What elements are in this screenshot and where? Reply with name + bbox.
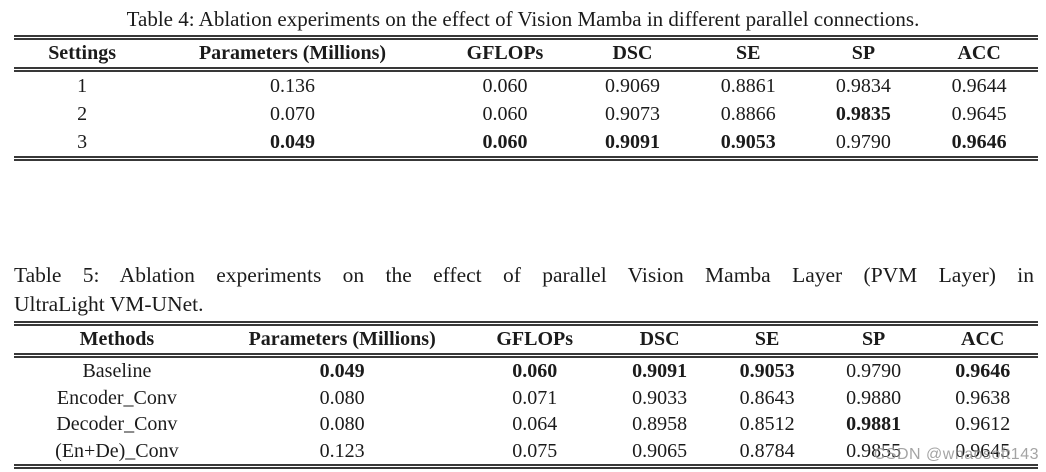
table-cell: 0.9880 — [846, 386, 902, 409]
table4-caption: Table 4: Ablation experiments on the eff… — [126, 7, 920, 31]
table-cell: 0.9612 — [955, 413, 1011, 435]
table4-header-4: SE — [735, 42, 761, 64]
table-cell: 0.8958 — [632, 413, 688, 435]
table4-header-2: GFLOPs — [466, 42, 544, 64]
table5-caption: Table 5: Ablation experiments on the eff… — [14, 261, 1034, 319]
table-cell: 0.060 — [482, 75, 528, 97]
table-row: Decoder_Conv 0.080 0.064 0.8958 0.8512 0.9881… — [14, 411, 1038, 438]
table5-header-1: Parameters (Millions) — [248, 328, 436, 350]
table-cell: 0.8512 — [739, 413, 795, 435]
table-row: Encoder_Conv 0.080 0.071 0.9033 0.8643 0.9880… — [14, 385, 1038, 412]
table-cell: 0.080 — [319, 386, 365, 409]
watermark: CSDN @whaosoft143 — [873, 446, 1039, 463]
table-cell: 0.9073 — [604, 103, 660, 125]
table4-header-3: DSC — [612, 42, 653, 64]
table5-caption-line2: UltraLight VM-UNet. — [14, 292, 204, 316]
table-cell: 0.9053 — [739, 360, 795, 382]
table-cell: 0.071 — [512, 386, 558, 409]
table-row: Baseline 0.049 0.060 0.9091 0.9053 0.9790 0.96… — [14, 356, 1038, 385]
table-cell: 0.9091 — [632, 360, 688, 382]
table-cell: 0.9645 — [951, 103, 1007, 125]
table-cell: 1 — [77, 75, 88, 97]
table-cell: 0.070 — [270, 103, 316, 125]
table-cell: 0.9065 — [632, 439, 688, 462]
table-cell: 0.123 — [319, 439, 365, 462]
table-cell: 0.060 — [482, 103, 528, 125]
table-cell: 0.9646 — [951, 131, 1007, 153]
table-cell: 2 — [77, 103, 88, 125]
table-cell: 0.9645 — [955, 439, 1011, 462]
table5-header-0: Methods — [79, 328, 155, 350]
table-cell: 0.9644 — [951, 75, 1007, 97]
table4-header-6: ACC — [957, 42, 1001, 64]
table-row: 3 0.049 0.060 0.9091 0.9053 0.9790 0.9646 — [14, 128, 1038, 159]
table-cell: 0.060 — [482, 131, 528, 153]
table5-header-row: Methods Parameters (Millions) GFLOPs DSC SE S… — [14, 324, 1038, 356]
table-cell: 3 — [77, 131, 88, 153]
table-cell: 0.136 — [270, 75, 316, 97]
table-row: (En+De)_Conv 0.123 0.075 0.9065 0.8784 0.9855… — [14, 438, 1038, 467]
table-cell: 0.9790 — [846, 360, 902, 382]
table4-header-1: Parameters (Millions) — [198, 42, 387, 64]
table5-header-4: SE — [754, 328, 780, 350]
table5-header-3: DSC — [639, 328, 680, 350]
table4-header-5: SP — [851, 42, 876, 64]
table-cell: 0.9033 — [632, 386, 688, 409]
table-cell: 0.9835 — [835, 103, 891, 125]
table-cell: 0.049 — [319, 360, 365, 382]
table-cell: 0.8861 — [720, 75, 776, 97]
table-cell: 0.8643 — [739, 386, 795, 409]
table-row: 1 0.136 0.060 0.9069 0.8861 0.9834 0.9644 — [14, 70, 1038, 101]
table4-header-0: Settings — [48, 42, 116, 64]
table-cell: Decoder_Conv — [56, 413, 178, 435]
table5-header-6: ACC — [961, 328, 1005, 350]
table-cell: 0.060 — [512, 360, 558, 382]
table-cell: 0.9091 — [604, 131, 660, 153]
table-cell: 0.9053 — [720, 131, 776, 153]
table-cell: 0.049 — [270, 131, 316, 153]
table5: Methods Parameters (Millions) GFLOPs DSC SE S… — [14, 321, 1038, 469]
table-cell: 0.9834 — [835, 75, 891, 97]
table-cell: 0.8866 — [720, 103, 776, 125]
table-cell: 0.9881 — [846, 413, 902, 435]
table-cell: 0.075 — [512, 439, 558, 462]
table-cell: 0.9855 — [846, 439, 902, 462]
table-cell: 0.9638 — [955, 386, 1011, 409]
table4-header-row: Settings Parameters (Millions) GFLOPs DSC SE… — [14, 38, 1038, 70]
table-cell: 0.080 — [319, 413, 365, 435]
table5-header-5: SP — [861, 328, 886, 350]
table-cell: Encoder_Conv — [56, 386, 177, 409]
table-cell: 0.8784 — [739, 439, 795, 462]
table5-caption-line1: Table 5: Ablation experiments on the eff… — [14, 263, 1034, 287]
table5-header-2: GFLOPs — [496, 328, 574, 350]
table-cell: (En+De)_Conv — [55, 439, 179, 462]
table-cell: 0.9790 — [835, 131, 891, 153]
table-cell: Baseline — [82, 360, 152, 382]
table-cell: 0.064 — [512, 413, 558, 435]
table-cell: 0.9069 — [604, 75, 660, 97]
table4: Settings Parameters (Millions) GFLOPs DSC SE… — [14, 35, 1038, 161]
table-row: 2 0.070 0.060 0.9073 0.8866 0.9835 0.9645 — [14, 100, 1038, 128]
table-cell: 0.9646 — [955, 360, 1011, 382]
